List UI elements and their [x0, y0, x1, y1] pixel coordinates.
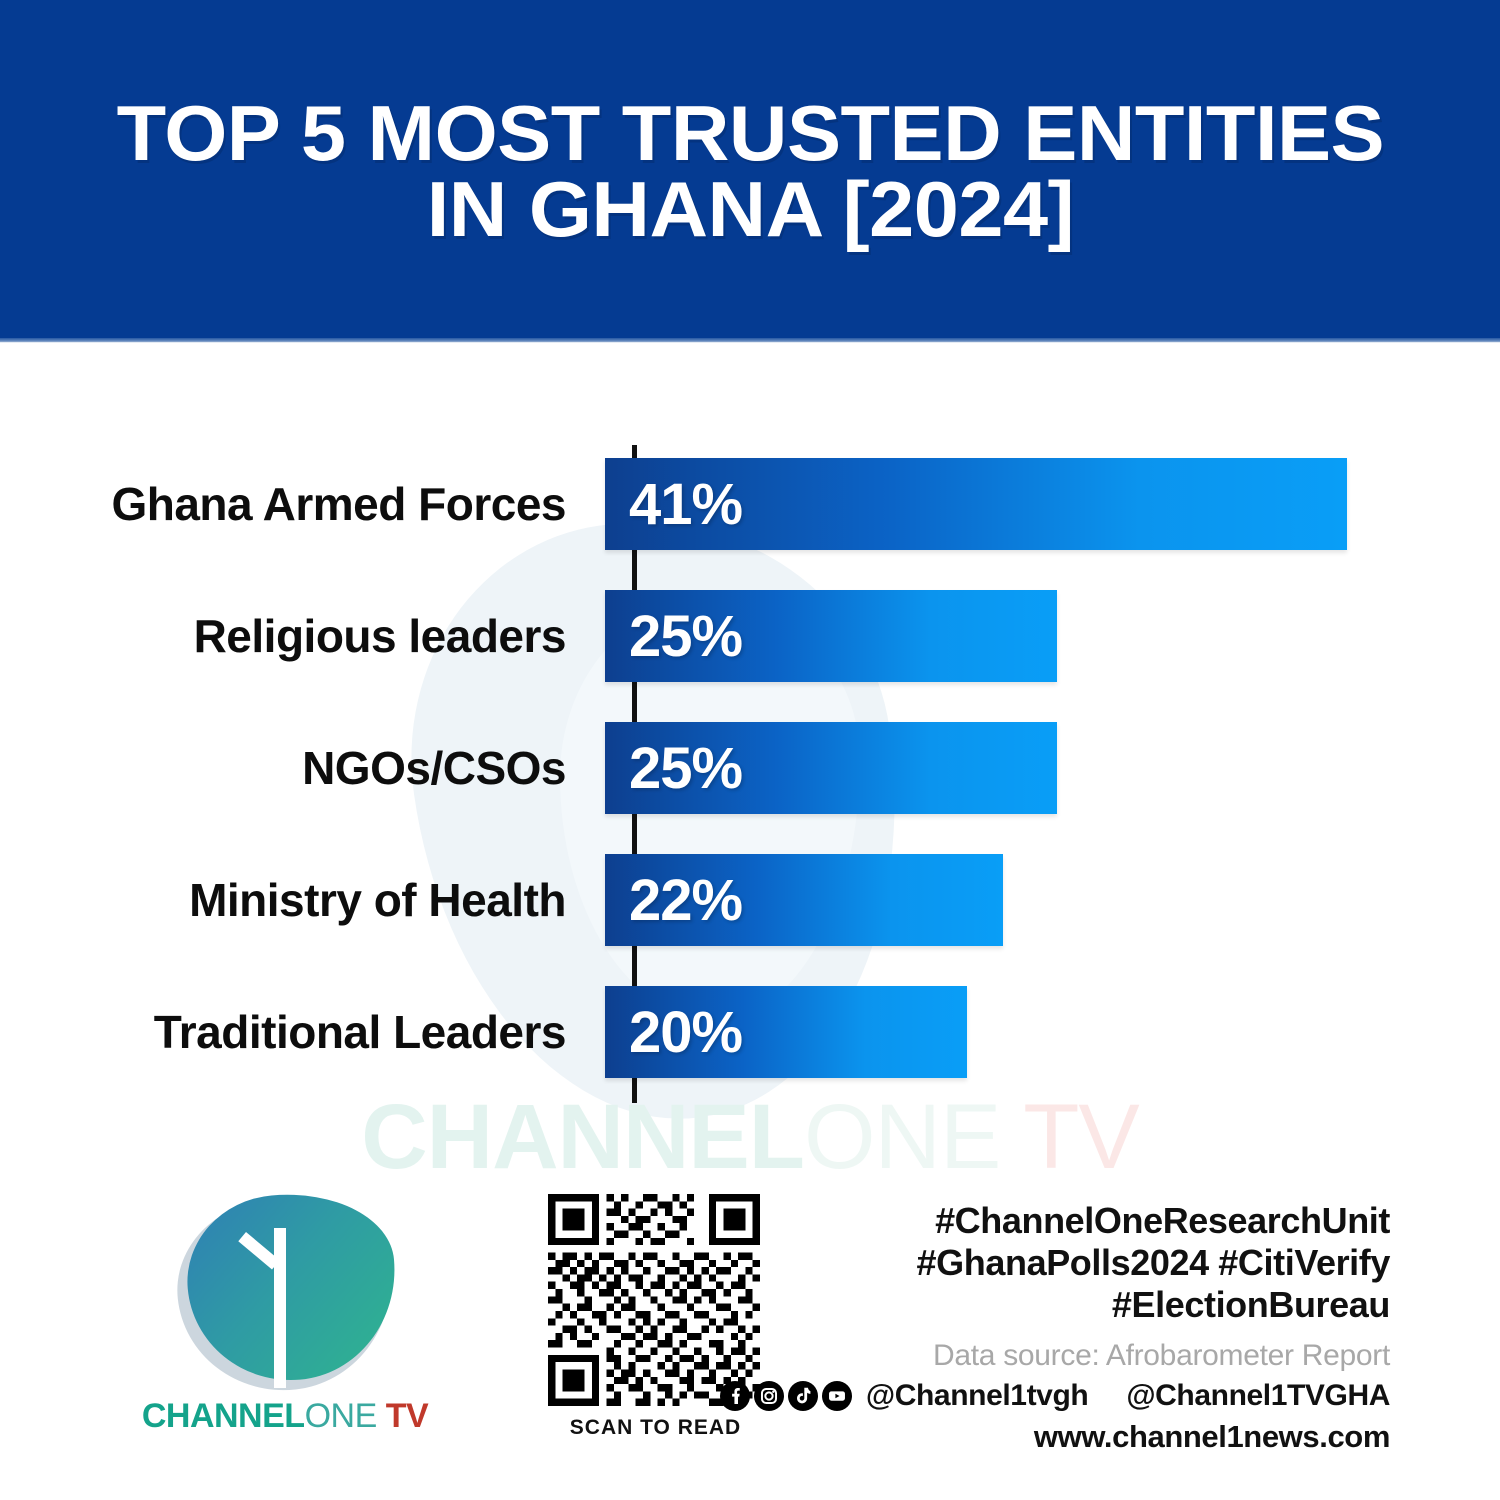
bar-value-label: 22%: [629, 867, 743, 933]
logo-wordmark: CHANNELONE TV: [120, 1397, 450, 1436]
bar-category-label: Religious leaders: [193, 610, 567, 662]
bar: 25%: [605, 722, 1058, 814]
social-icon-group: [719, 1381, 852, 1412]
bar-category-label: Ghana Armed Forces: [111, 478, 566, 530]
youtube-icon[interactable]: [821, 1381, 852, 1412]
bar-track: 25%: [600, 590, 1500, 682]
logo-word-one: ONE: [304, 1397, 378, 1435]
bar-category-label: Traditional Leaders: [153, 1006, 567, 1058]
bar-track: 25%: [600, 722, 1500, 814]
bar-value-label: 41%: [629, 471, 743, 537]
bar-value-label: 20%: [629, 999, 743, 1065]
bar: 20%: [605, 986, 967, 1078]
qr-code-icon[interactable]: [548, 1194, 760, 1406]
tiktok-icon[interactable]: [787, 1381, 818, 1412]
qr-code-block[interactable]: SCAN TO READ: [548, 1194, 763, 1440]
brand-watermark: CHANNELONE TV: [0, 1085, 1500, 1190]
bar-category-label: Ministry of Health: [189, 874, 566, 926]
bar-value-label: 25%: [629, 735, 743, 801]
chart-row: NGOs/CSOs 25%: [0, 722, 1500, 814]
chart-row: Religious leaders 25%: [0, 590, 1500, 682]
bar-value-label: 25%: [629, 603, 743, 669]
facebook-icon[interactable]: [719, 1381, 750, 1412]
bar: 41%: [605, 458, 1347, 550]
watermark-channel: CHANNEL: [361, 1086, 805, 1188]
header-bottom-edge: [0, 338, 1500, 343]
page-title: TOP 5 MOST TRUSTED ENTITIES IN GHANA [20…: [116, 88, 1384, 253]
watermark-tv: TV: [1000, 1086, 1140, 1188]
logo-word-tv: TV: [376, 1397, 429, 1435]
bar-track: 22%: [600, 854, 1500, 946]
bar-chart: Ghana Armed Forces 41% Religious leaders 25…: [0, 440, 1500, 1120]
data-source-text: Data source: Afrobarometer Report: [933, 1339, 1390, 1373]
instagram-icon[interactable]: [753, 1381, 784, 1412]
bar: 25%: [605, 590, 1058, 682]
website-url[interactable]: www.channel1news.com: [1033, 1419, 1390, 1455]
footer: CHANNELONE TV: [0, 1180, 1500, 1500]
logo-numeral-one-icon: [246, 1228, 312, 1388]
header-banner: TOP 5 MOST TRUSTED ENTITIES IN GHANA [20…: [0, 0, 1500, 342]
bar-track: 41%: [600, 458, 1500, 550]
chart-row: Traditional Leaders 20%: [0, 986, 1500, 1078]
logo-word-channel: CHANNEL: [141, 1397, 305, 1435]
chart-row: Ghana Armed Forces 41%: [0, 458, 1500, 550]
logo-mark-icon: [160, 1185, 410, 1401]
social-handles-row: @Channel1tvgh @Channel1TVGHA: [719, 1379, 1390, 1413]
bar: 22%: [605, 854, 1004, 946]
qr-caption: SCAN TO READ: [569, 1416, 742, 1439]
bar-category-label: NGOs/CSOs: [302, 742, 566, 794]
bar-track: 20%: [600, 986, 1500, 1078]
hashtags: #ChannelOneResearchUnit #GhanaPolls2024 …: [916, 1200, 1391, 1325]
footer-info-block: #ChannelOneResearchUnit #GhanaPolls2024 …: [719, 1200, 1391, 1455]
social-handle-primary[interactable]: @Channel1tvgh: [865, 1379, 1089, 1413]
watermark-one: ONE: [803, 1086, 1001, 1188]
chart-row: Ministry of Health 22%: [0, 854, 1500, 946]
social-handle-x[interactable]: @Channel1TVGHA: [1126, 1379, 1390, 1413]
channel-one-logo: CHANNELONE TV: [120, 1185, 450, 1436]
